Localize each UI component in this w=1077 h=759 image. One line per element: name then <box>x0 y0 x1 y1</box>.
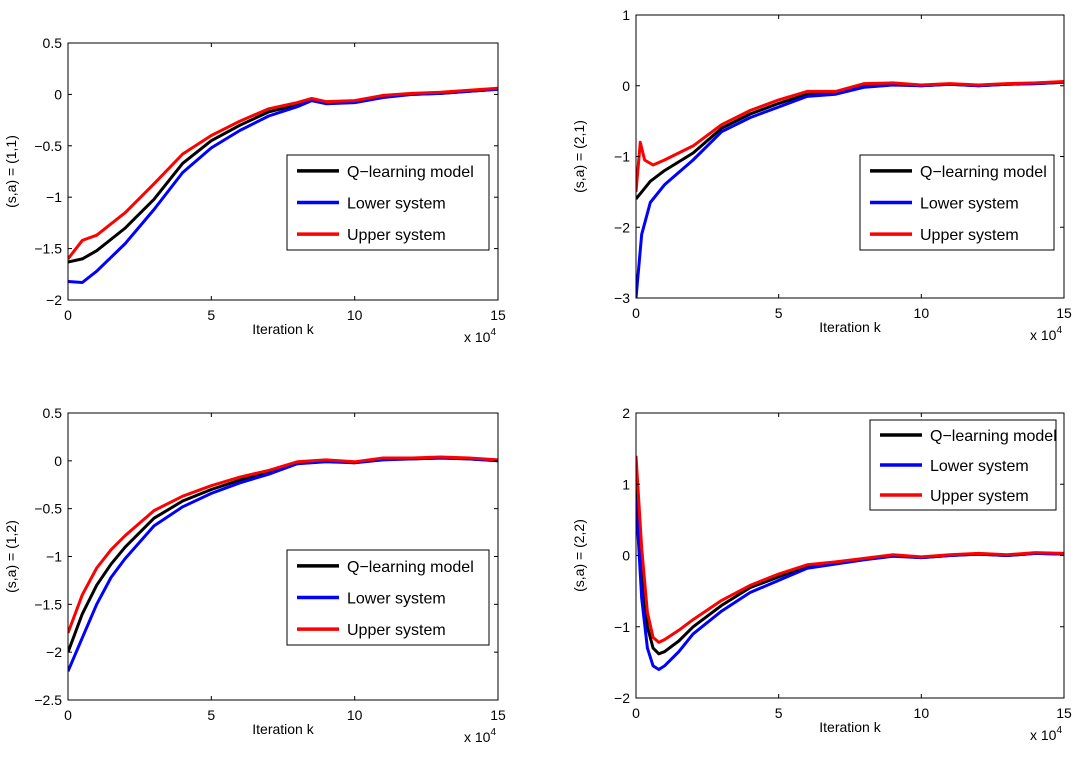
x-tick-label: 5 <box>775 705 783 721</box>
legend-label-lower: Lower system <box>347 591 446 608</box>
y-tick-label: 2 <box>622 405 630 421</box>
x-axis-label: Iteration k <box>819 319 881 335</box>
x-axis-multiplier-exponent: 4 <box>490 327 496 338</box>
y-axis-label: (s,a) = (1,2) <box>3 520 19 593</box>
y-axis-label: (s,a) = (1,1) <box>3 135 19 208</box>
y-tick-label: −1 <box>614 149 630 165</box>
subplot-4: 0 5 10 15 −2 −1 0 1 2 Iteration k x 104 (s,a) = (2,… <box>571 405 1072 743</box>
x-tick-label: 0 <box>632 705 640 721</box>
legend-label-model: Q−learning model <box>920 164 1047 181</box>
x-tick-label: 15 <box>490 707 506 723</box>
axes-box <box>67 42 499 301</box>
y-tick-label: 1 <box>622 476 630 492</box>
x-tick-label: 15 <box>1056 305 1072 321</box>
series-line-upper <box>68 455 498 634</box>
x-tick-label: 5 <box>207 307 215 323</box>
x-axis-label: Iteration k <box>252 721 314 737</box>
legend-label-lower: Lower system <box>930 458 1029 475</box>
x-axis-multiplier-exponent: 4 <box>1056 325 1062 336</box>
subplot-2: 0 5 10 15 −3 −2 −1 0 1 Iteration k x 104 (s,a) = (2… <box>571 7 1072 343</box>
legend-label-model: Q−learning model <box>347 164 474 181</box>
legend: Q−learning model Lower system Upper system <box>859 154 1055 251</box>
y-tick-label: −2 <box>614 219 630 235</box>
x-tick-label: 15 <box>490 307 506 323</box>
legend: Q−learning model Lower system Upper system <box>869 419 1057 511</box>
x-axis-label: Iteration k <box>252 321 314 337</box>
x-axis-multiplier-exponent: 4 <box>1056 725 1062 736</box>
x-axis-multiplier-exponent: 4 <box>490 727 496 738</box>
y-tick-label: −0.5 <box>34 138 62 154</box>
x-tick-label: 5 <box>775 305 783 321</box>
y-tick-label: −0.5 <box>34 501 62 517</box>
y-tick-label: −1 <box>46 189 62 205</box>
legend-label-upper: Upper system <box>920 227 1019 244</box>
x-axis-multiplier: x 104 <box>1030 725 1062 743</box>
series-line-upper <box>68 86 498 260</box>
subplot-1: 0 5 10 15 −2 −1.5 −1 −0.5 0 0.5 Iteration k x 104 (s… <box>3 35 506 345</box>
y-tick-label: −3 <box>614 290 630 306</box>
x-tick-label: 15 <box>1056 705 1072 721</box>
legend-label-model: Q−learning model <box>930 428 1057 445</box>
x-tick-label: 10 <box>914 305 930 321</box>
x-tick-label: 0 <box>64 307 72 323</box>
x-axis-multiplier: x 104 <box>464 727 496 745</box>
x-tick-label: 10 <box>347 707 363 723</box>
x-tick-label: 0 <box>64 707 72 723</box>
y-axis-label: (s,a) = (2,2) <box>571 519 587 592</box>
legend-label-upper: Upper system <box>347 622 446 639</box>
legend: Q−learning model Lower system Upper system <box>286 154 490 251</box>
legend-label-model: Q−learning model <box>347 559 474 576</box>
y-tick-label: 0 <box>622 548 630 564</box>
y-tick-label: −1 <box>46 549 62 565</box>
x-tick-label: 5 <box>207 707 215 723</box>
legend-label-upper: Upper system <box>930 488 1029 505</box>
subplot-3: 0 5 10 15 −2.5 −2 −1.5 −1 −0.5 0 0.5 Iteration k x 1… <box>3 405 506 745</box>
series-line-upper <box>636 80 1064 193</box>
legend-label-lower: Lower system <box>920 196 1019 213</box>
y-axis-label: (s,a) = (2,1) <box>571 120 587 193</box>
y-tick-label: −1.5 <box>34 596 62 612</box>
series-line-lower <box>636 498 1064 671</box>
legend-label-upper: Upper system <box>347 227 446 244</box>
y-tick-label: 0.5 <box>43 35 63 51</box>
x-tick-label: 0 <box>632 305 640 321</box>
legend-label-lower: Lower system <box>347 196 446 213</box>
y-tick-label: −2 <box>614 690 630 706</box>
y-tick-label: 0 <box>54 453 62 469</box>
x-axis-multiplier: x 104 <box>464 327 496 345</box>
y-tick-label: −2.5 <box>34 692 62 708</box>
y-tick-label: −2 <box>46 644 62 660</box>
legend: Q−learning model Lower system Upper system <box>286 549 490 646</box>
x-tick-label: 10 <box>914 705 930 721</box>
y-tick-label: −2 <box>46 292 62 308</box>
y-tick-label: 0 <box>622 78 630 94</box>
series-line-upper <box>636 455 1064 644</box>
x-axis-multiplier: x 104 <box>1030 325 1062 343</box>
x-axis-label: Iteration k <box>819 719 881 735</box>
y-tick-label: −1 <box>614 619 630 635</box>
y-tick-label: 0 <box>54 86 62 102</box>
y-tick-label: 0.5 <box>43 405 63 421</box>
y-tick-label: −1.5 <box>34 241 62 257</box>
x-tick-label: 10 <box>347 307 363 323</box>
y-tick-label: 1 <box>622 7 630 23</box>
